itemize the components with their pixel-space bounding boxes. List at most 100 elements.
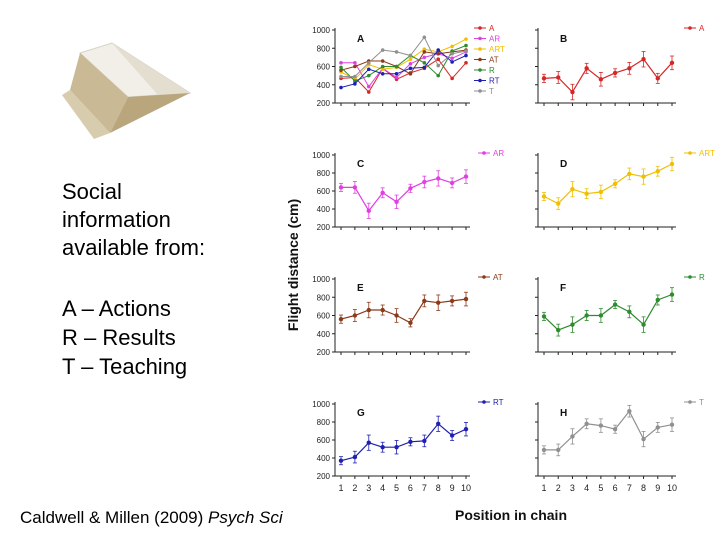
data-point — [408, 53, 413, 58]
data-point — [641, 436, 646, 442]
x-tick-label: 9 — [450, 483, 455, 493]
data-point — [612, 302, 618, 307]
series-at — [338, 291, 469, 328]
data-point — [641, 174, 646, 179]
data-point — [450, 56, 454, 61]
data-point — [408, 186, 413, 191]
series-line — [340, 49, 467, 88]
legend-label: AT — [489, 56, 499, 65]
data-point — [450, 44, 454, 49]
data-point — [422, 35, 427, 40]
data-point — [408, 61, 413, 66]
data-point — [339, 68, 343, 72]
series-r — [339, 43, 468, 83]
data-point — [669, 422, 675, 427]
data-point — [449, 433, 455, 438]
data-point — [353, 74, 357, 79]
text-line: Social — [62, 179, 122, 204]
data-point — [380, 307, 385, 313]
paper-airplane-image — [62, 42, 192, 139]
data-point — [556, 75, 561, 80]
legend-marker — [478, 26, 482, 30]
data-point — [584, 191, 589, 196]
data-point — [449, 180, 455, 186]
legend-entry: ART — [684, 149, 715, 158]
legend-marker — [688, 400, 692, 404]
panel-letter: D — [560, 159, 567, 170]
data-point — [449, 298, 455, 304]
data-point — [570, 89, 575, 95]
data-point — [598, 189, 604, 195]
series-t — [339, 35, 468, 79]
data-point — [380, 67, 385, 72]
data-point — [436, 176, 441, 181]
legend-marker — [478, 47, 482, 51]
data-point — [338, 316, 344, 322]
y-tick-label: 1000 — [312, 275, 330, 284]
data-point — [408, 72, 413, 76]
data-point — [450, 60, 454, 64]
legend-entry: R — [684, 273, 705, 282]
legend-entry: R — [474, 66, 495, 75]
chart-panel-e: 1000 800 600 400 200 E AT — [312, 273, 503, 357]
data-point — [338, 458, 344, 463]
data-point — [380, 72, 385, 76]
legend-entry: AR — [478, 149, 504, 158]
data-point — [394, 75, 399, 80]
legend-marker — [482, 400, 486, 404]
legend-label: ART — [699, 149, 715, 158]
legend-entry: ART — [474, 45, 505, 54]
series-t — [541, 404, 675, 457]
data-point — [408, 439, 413, 444]
data-point — [464, 43, 468, 48]
data-point — [366, 307, 371, 313]
data-point — [436, 48, 441, 52]
legend-entry: AR — [474, 35, 500, 44]
data-point — [436, 421, 441, 426]
text-line: information — [62, 207, 171, 232]
data-point — [655, 169, 660, 174]
data-point — [339, 85, 343, 90]
legend-label: RT — [493, 398, 504, 407]
series-line — [340, 422, 467, 462]
data-point — [584, 421, 589, 426]
x-tick-label: 9 — [655, 483, 660, 493]
social-info-text: Social information available from: — [62, 178, 205, 262]
legend-label: A — [489, 24, 495, 33]
data-point — [556, 201, 561, 206]
data-point — [353, 79, 357, 83]
data-point — [436, 63, 441, 68]
x-tick-label: 7 — [422, 483, 427, 493]
data-point — [422, 298, 427, 304]
text-line: available from: — [62, 235, 206, 260]
x-tick-label: 7 — [627, 483, 632, 493]
citation: Caldwell & Millen (2009) Psych Sci — [20, 508, 283, 528]
data-point — [669, 292, 675, 297]
citation-authors: Caldwell & Millen (2009) — [20, 508, 209, 527]
legend-marker — [482, 151, 486, 155]
y-tick-label: 1000 — [312, 151, 330, 160]
data-point — [463, 174, 469, 179]
chart-panel-f: FR — [535, 273, 705, 355]
data-point — [541, 76, 547, 81]
data-point — [422, 50, 427, 54]
x-tick-label: 3 — [366, 483, 371, 493]
series-line — [543, 58, 673, 93]
data-point — [570, 434, 575, 439]
data-point — [436, 51, 441, 56]
data-point — [422, 65, 427, 70]
data-point — [612, 70, 618, 76]
data-point — [366, 67, 371, 72]
legend-label: AR — [489, 35, 500, 44]
condition-key-list: A – Actions R – Results T – Teaching — [62, 294, 187, 381]
data-point — [366, 61, 371, 65]
data-point — [366, 90, 371, 94]
series-line — [341, 176, 467, 212]
data-point — [598, 313, 604, 318]
legend-entry: RT — [474, 77, 500, 86]
data-point — [570, 322, 575, 327]
data-point — [598, 423, 604, 428]
chart-panel-d: D ART — [535, 149, 715, 230]
data-point — [366, 73, 371, 78]
